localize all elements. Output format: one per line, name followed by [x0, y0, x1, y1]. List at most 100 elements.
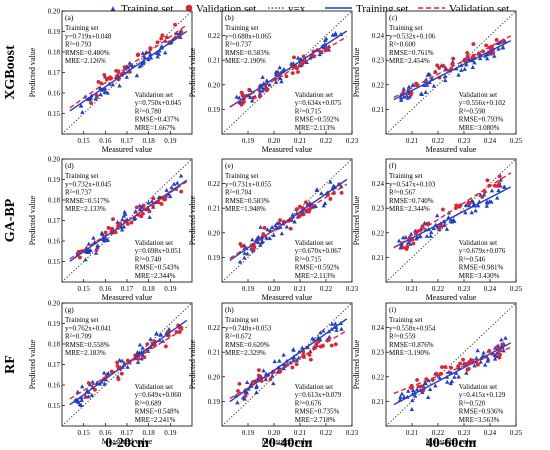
training-point: [410, 398, 415, 403]
training-point: [86, 241, 92, 246]
validation-point: [179, 29, 184, 34]
validation-point: [179, 325, 184, 330]
identity-line: [386, 11, 516, 134]
validation-point: [307, 352, 312, 357]
training-point: [264, 235, 269, 240]
validation-fit-line: [229, 330, 348, 400]
validation-stat: R²=0.520: [459, 399, 486, 407]
training-point: [414, 387, 420, 392]
validation-point: [115, 360, 120, 365]
validation-point: [328, 197, 333, 201]
training-stat: RMSE=0.480%: [65, 49, 110, 57]
training-point: [319, 190, 324, 195]
training-point: [133, 209, 138, 214]
training-stat: Training set: [389, 172, 422, 180]
training-point: [317, 52, 322, 57]
training-fit-line: [229, 178, 348, 261]
x-tick-label: 0.22: [432, 137, 445, 145]
validation-stat: MRE=2.113%: [295, 124, 336, 132]
training-fit-line: [393, 40, 512, 101]
training-stat: MRE=1.948%: [225, 205, 266, 213]
training-point: [420, 390, 425, 395]
x-tick-label: 0.17: [121, 137, 134, 145]
x-tick-label: 0.21: [406, 285, 419, 293]
validation-stat: Validation set: [295, 91, 333, 99]
training-point: [171, 181, 177, 186]
x-tick-label: 0.24: [484, 137, 497, 145]
plot-area: [62, 159, 192, 282]
y-tick-label: 0.19: [208, 398, 221, 406]
validation-point: [294, 207, 299, 212]
training-point: [292, 219, 297, 224]
training-point: [428, 233, 433, 238]
validation-point: [174, 330, 179, 334]
training-point: [339, 326, 344, 331]
validation-point: [307, 209, 311, 214]
training-point: [277, 358, 282, 363]
training-stat: Training set: [225, 316, 258, 324]
training-stat: RMSE=0.761%: [389, 49, 434, 57]
training-point: [484, 203, 490, 208]
validation-fit-line: [229, 183, 348, 259]
training-point: [456, 72, 461, 77]
validation-point: [139, 214, 144, 219]
validation-fit-line: [393, 35, 512, 99]
training-point: [484, 56, 490, 61]
training-point: [409, 406, 415, 411]
x-axis-label: Measured value: [426, 293, 477, 302]
training-point: [125, 364, 130, 369]
validation-point: [416, 384, 421, 389]
validation-point: [457, 204, 462, 209]
training-point: [475, 348, 480, 353]
training-stat: Training set: [389, 24, 422, 32]
panel-c: 0.21 0.22 0.23 0.24 0.25 0.21 0.22 0.23 0.24 Pred…: [352, 10, 523, 154]
validation-point: [314, 342, 319, 347]
training-point: [464, 62, 469, 67]
training-point: [260, 74, 265, 79]
training-stat: MRE=2.344%: [389, 205, 430, 213]
training-stat: y=0.719x+0.048: [65, 32, 112, 40]
training-stat: MRE=3.190%: [389, 349, 430, 357]
y-tick-label: 0.18: [48, 49, 61, 57]
x-tick-label: 0.21: [406, 429, 419, 437]
validation-point: [160, 33, 165, 38]
training-point: [476, 203, 481, 208]
training-point: [323, 36, 329, 41]
identity-line: [386, 303, 516, 426]
training-point: [472, 60, 477, 65]
training-fit-line: [393, 342, 512, 406]
training-point: [149, 199, 155, 204]
column-label-20-40cm: 20-40cm: [262, 436, 313, 450]
training-point: [466, 57, 472, 62]
panel-letter: (d): [65, 161, 74, 170]
training-point: [79, 395, 84, 400]
validation-stat: RMSE=0.735%: [295, 408, 340, 416]
validation-point: [476, 362, 480, 367]
training-stat: MRE=2.183%: [65, 349, 106, 357]
plot-area: [386, 11, 516, 134]
training-stat: R²=0.704: [225, 189, 252, 197]
plot-area: [222, 159, 352, 282]
y-tick-label: 0.20: [48, 8, 61, 16]
validation-point: [241, 100, 246, 104]
x-tick-label: 0.15: [78, 137, 91, 145]
training-point: [321, 328, 326, 333]
training-point: [279, 79, 284, 84]
column-label-0-20cm: 0-20cm: [105, 436, 149, 450]
validation-stat: MRE=2.113%: [295, 272, 336, 280]
validation-point: [401, 245, 406, 250]
training-point: [489, 188, 495, 193]
identity-line: [222, 303, 352, 426]
validation-point: [308, 357, 313, 362]
row-label-ga-bp: GA-BP: [3, 198, 18, 242]
training-point: [237, 259, 243, 264]
identity-line: [62, 303, 192, 426]
validation-point: [301, 54, 306, 59]
training-point: [427, 387, 433, 392]
validation-stat: y=0.634x+0.075: [295, 99, 342, 107]
training-point: [269, 225, 275, 230]
training-point: [502, 184, 507, 189]
validation-point: [252, 245, 257, 249]
validation-point: [164, 344, 168, 349]
training-point: [327, 334, 332, 339]
